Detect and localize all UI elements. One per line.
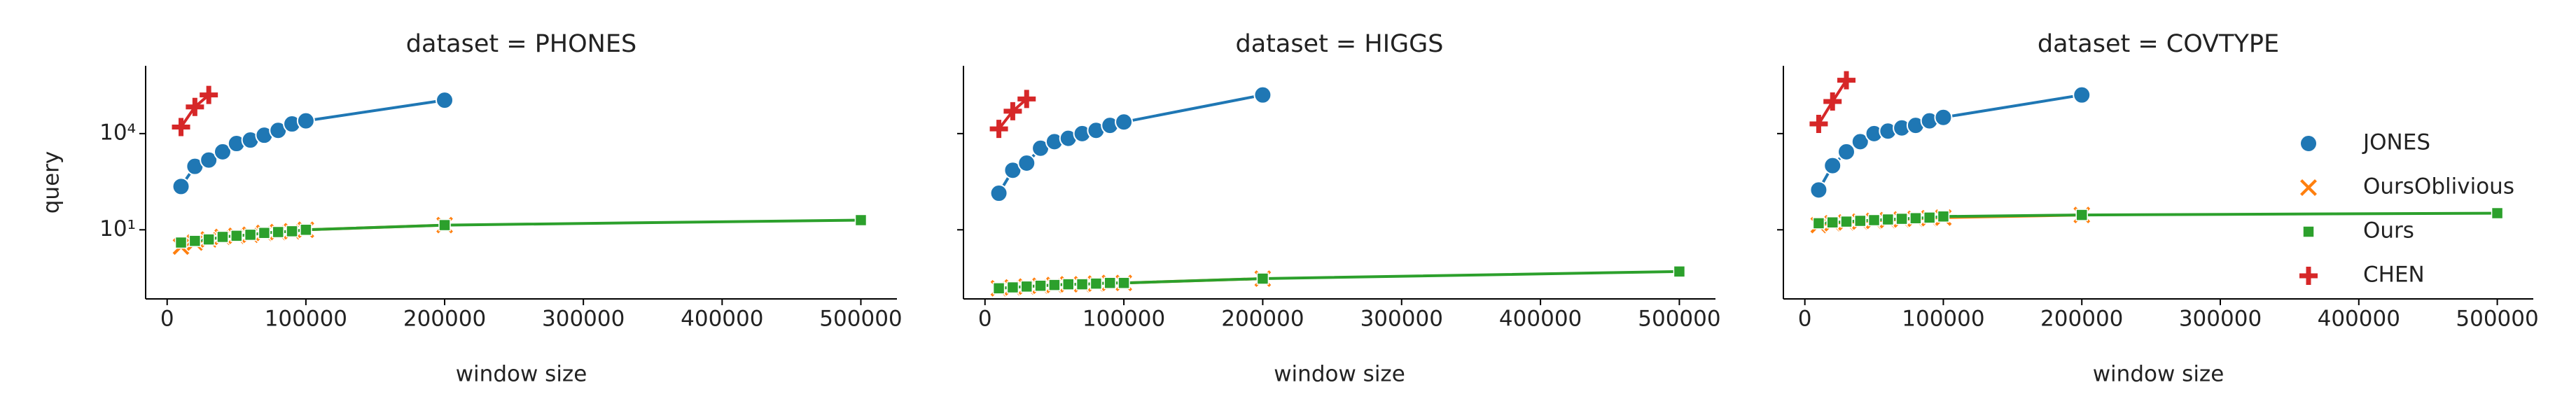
x-axis-label: window size bbox=[2093, 362, 2225, 387]
marker bbox=[1089, 277, 1103, 290]
marker bbox=[1823, 92, 1842, 111]
legend-label: JONES bbox=[2362, 130, 2430, 155]
marker bbox=[172, 118, 190, 136]
marker bbox=[1934, 108, 1953, 127]
marker bbox=[1048, 279, 1061, 291]
marker bbox=[200, 150, 218, 169]
x-tick-label: 200000 bbox=[403, 307, 486, 332]
marker bbox=[436, 91, 454, 110]
marker bbox=[1881, 213, 1895, 226]
marker bbox=[1837, 71, 1856, 90]
marker bbox=[2491, 206, 2504, 220]
panel-title: dataset = PHONES bbox=[406, 30, 636, 58]
marker bbox=[296, 111, 315, 130]
marker bbox=[2302, 225, 2315, 238]
x-tick-label: 0 bbox=[160, 307, 174, 332]
marker bbox=[1854, 214, 1867, 227]
x-tick-label: 400000 bbox=[1499, 307, 1582, 332]
x-tick-label: 300000 bbox=[1360, 307, 1443, 332]
marker bbox=[202, 233, 215, 246]
marker bbox=[2075, 209, 2088, 221]
marker bbox=[1034, 279, 1047, 292]
marker bbox=[1837, 142, 1856, 161]
x-tick-label: 100000 bbox=[265, 307, 347, 332]
marker bbox=[1017, 154, 1036, 173]
marker bbox=[1823, 156, 1842, 175]
x-tick-label: 100000 bbox=[1902, 307, 1984, 332]
x-tick-label: 0 bbox=[1798, 307, 1812, 332]
marker bbox=[216, 230, 229, 244]
marker bbox=[1909, 211, 1922, 225]
marker bbox=[2073, 85, 2091, 104]
x-axis-label: window size bbox=[456, 362, 587, 387]
marker bbox=[1812, 217, 1825, 230]
marker bbox=[200, 85, 218, 104]
legend-label: Ours bbox=[2363, 218, 2414, 244]
marker bbox=[1851, 132, 1870, 151]
marker bbox=[230, 230, 243, 242]
marker bbox=[989, 120, 1008, 139]
marker bbox=[2299, 134, 2318, 153]
marker bbox=[1020, 280, 1033, 293]
marker bbox=[438, 218, 451, 232]
marker bbox=[1809, 181, 1828, 200]
marker bbox=[1253, 85, 1272, 104]
panel-title: dataset = COVTYPE bbox=[2038, 30, 2279, 58]
x-tick-label: 500000 bbox=[819, 307, 902, 332]
marker bbox=[244, 228, 257, 241]
marker bbox=[1103, 276, 1116, 289]
marker bbox=[1809, 115, 1828, 134]
marker bbox=[1006, 281, 1019, 294]
legend-label: CHEN bbox=[2363, 262, 2425, 288]
x-tick-label: 0 bbox=[978, 307, 992, 332]
marker bbox=[1061, 278, 1075, 290]
marker bbox=[1840, 215, 1853, 228]
marker bbox=[1895, 212, 1908, 225]
marker bbox=[300, 223, 312, 237]
x-tick-label: 200000 bbox=[2040, 307, 2123, 332]
y-tick-label: 10¹ bbox=[99, 216, 136, 241]
x-tick-label: 500000 bbox=[1638, 307, 1720, 332]
x-tick-label: 300000 bbox=[2179, 307, 2262, 332]
marker bbox=[1075, 278, 1089, 290]
marker bbox=[1673, 265, 1686, 278]
marker bbox=[2298, 177, 2319, 198]
marker bbox=[1118, 276, 1130, 289]
x-tick-label: 500000 bbox=[2456, 307, 2538, 332]
marker bbox=[272, 225, 284, 239]
marker bbox=[1115, 113, 1134, 132]
marker bbox=[1867, 214, 1881, 227]
marker bbox=[1017, 90, 1036, 108]
marker bbox=[188, 234, 202, 247]
marker bbox=[1003, 102, 1022, 120]
x-tick-label: 200000 bbox=[1221, 307, 1304, 332]
marker bbox=[2299, 267, 2318, 285]
marker bbox=[992, 282, 1005, 295]
marker bbox=[286, 225, 298, 238]
legend-label: OursOblivious bbox=[2363, 174, 2514, 200]
x-tick-label: 400000 bbox=[2318, 307, 2400, 332]
y-tick-label: 10⁴ bbox=[99, 120, 136, 145]
marker bbox=[1923, 211, 1936, 224]
marker bbox=[1937, 210, 1950, 223]
marker bbox=[186, 97, 204, 116]
x-axis-label: window size bbox=[1274, 362, 1405, 387]
x-tick-label: 400000 bbox=[681, 307, 763, 332]
marker bbox=[172, 177, 190, 196]
marker bbox=[854, 214, 868, 227]
x-tick-label: 100000 bbox=[1082, 307, 1165, 332]
marker bbox=[1256, 272, 1269, 285]
panel-title: dataset = HIGGS bbox=[1235, 30, 1443, 58]
marker bbox=[1826, 216, 1839, 229]
marker bbox=[213, 142, 232, 161]
marker bbox=[174, 236, 188, 249]
x-tick-label: 300000 bbox=[542, 307, 625, 332]
y-axis-label: query bbox=[39, 151, 64, 214]
marker bbox=[258, 226, 271, 239]
marker bbox=[989, 184, 1008, 203]
